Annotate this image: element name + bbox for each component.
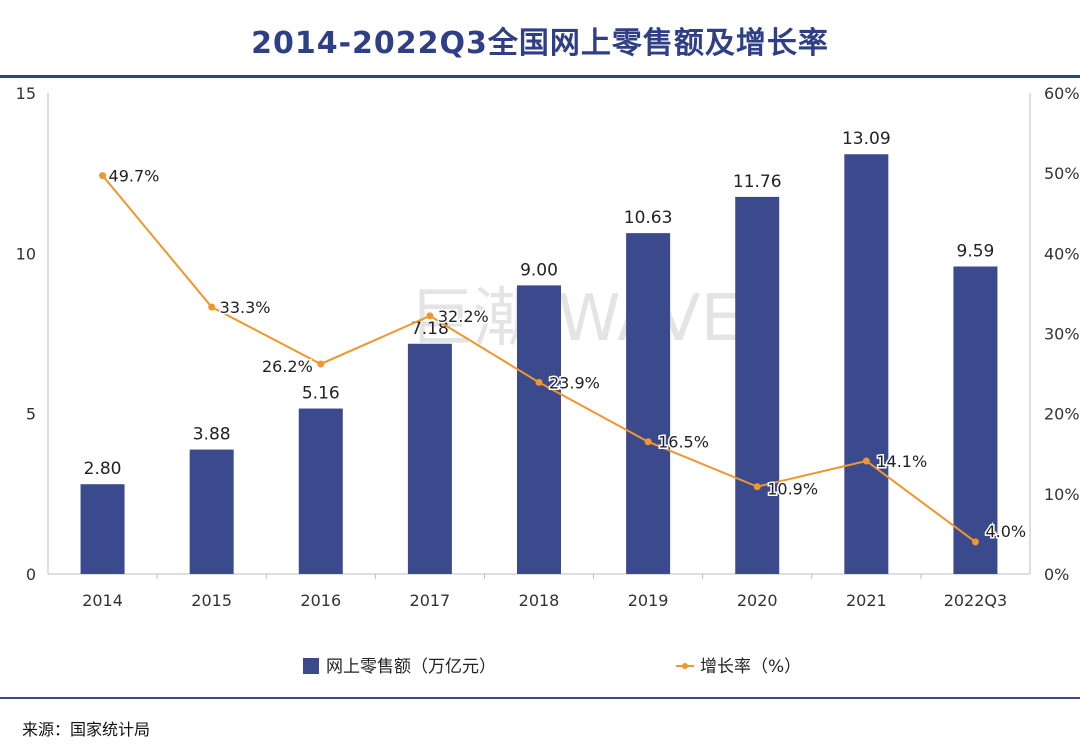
bar-value-label: 11.76 bbox=[733, 172, 782, 192]
y-right-tick-label: 0% bbox=[1044, 565, 1069, 584]
growth-point-2019 bbox=[644, 438, 652, 446]
y-right-tick-label: 10% bbox=[1044, 485, 1080, 504]
bar-value-label: 13.09 bbox=[842, 129, 891, 149]
x-tick-label: 2014 bbox=[82, 591, 123, 610]
legend-label-line: 增长率（%） bbox=[700, 657, 801, 677]
growth-point-2022Q3 bbox=[971, 538, 979, 546]
y-right-tick-label: 20% bbox=[1044, 405, 1080, 424]
bar-value-label: 10.63 bbox=[624, 208, 673, 228]
growth-point-2016 bbox=[317, 360, 325, 368]
y-right-tick-label: 60% bbox=[1044, 84, 1080, 103]
x-tick-label: 2015 bbox=[191, 591, 232, 610]
growth-point-2014 bbox=[99, 172, 107, 180]
y-right-tick-label: 30% bbox=[1044, 325, 1080, 344]
bar-2019 bbox=[626, 233, 671, 574]
y-left-tick-label: 0 bbox=[26, 565, 36, 584]
bar-2020 bbox=[735, 196, 780, 574]
legend-label-bar: 网上零售额（万亿元） bbox=[326, 657, 496, 677]
growth-point-2017 bbox=[426, 312, 434, 320]
bar-value-label: 7.18 bbox=[411, 319, 449, 339]
x-tick-label: 2017 bbox=[410, 591, 451, 610]
chart-svg: 巨潮 WAVE 0 5 10 15 0% 10% 20% 30% 40% 50% 60% 2014 201… bbox=[16, 84, 1080, 677]
growth-value-label: 14.1% bbox=[876, 452, 927, 471]
growth-point-2021 bbox=[862, 457, 870, 465]
y-right-tick-label: 40% bbox=[1044, 244, 1080, 263]
bar-2015 bbox=[189, 449, 234, 574]
growth-point-2018 bbox=[535, 378, 543, 386]
growth-value-label: 49.7% bbox=[109, 167, 160, 186]
growth-value-label: 23.9% bbox=[549, 373, 600, 392]
x-tick-label: 2019 bbox=[628, 591, 669, 610]
y-right-tick-label: 50% bbox=[1044, 164, 1080, 183]
y-left-tick-label: 15 bbox=[16, 84, 36, 103]
legend-swatch-marker bbox=[682, 663, 688, 669]
bar-value-label: 5.16 bbox=[302, 384, 340, 404]
bar-value-label: 2.80 bbox=[84, 459, 122, 479]
x-tick-label: 2022Q3 bbox=[944, 591, 1008, 610]
bar-2018 bbox=[517, 285, 561, 574]
footer-divider bbox=[0, 697, 1080, 699]
bar-value-label: 3.88 bbox=[193, 425, 231, 445]
y-left-tick-label: 5 bbox=[26, 405, 36, 424]
growth-point-2020 bbox=[753, 483, 761, 491]
watermark: 巨潮 WAVE bbox=[409, 282, 741, 356]
x-tick-label: 2016 bbox=[300, 591, 341, 610]
growth-value-label: 33.3% bbox=[220, 298, 271, 317]
growth-point-2015 bbox=[208, 303, 216, 311]
growth-value-label: 32.2% bbox=[438, 307, 489, 326]
growth-value-label: 4.0% bbox=[985, 522, 1026, 541]
bar-2014 bbox=[80, 484, 125, 574]
x-tick-label: 2020 bbox=[737, 591, 778, 610]
bar-2021 bbox=[844, 154, 889, 575]
chart-title: 2014-2022Q3全国网上零售额及增长率 bbox=[251, 26, 829, 61]
bar-value-label: 9.59 bbox=[957, 241, 995, 261]
bar-2017 bbox=[407, 343, 452, 574]
title-divider bbox=[0, 75, 1080, 78]
bar-value-label: 9.00 bbox=[520, 260, 558, 280]
x-tick-label: 2021 bbox=[846, 591, 887, 610]
bar-2016 bbox=[298, 408, 343, 574]
x-tick-label: 2018 bbox=[519, 591, 560, 610]
growth-value-label: 10.9% bbox=[767, 480, 818, 499]
growth-value-label: 16.5% bbox=[658, 433, 709, 452]
growth-value-label: 26.2% bbox=[262, 357, 313, 376]
y-left-tick-label: 10 bbox=[16, 244, 36, 263]
source-note: 来源：国家统计局 bbox=[22, 720, 151, 739]
legend-swatch-bar bbox=[303, 658, 319, 674]
bar-2022Q3 bbox=[953, 266, 998, 574]
